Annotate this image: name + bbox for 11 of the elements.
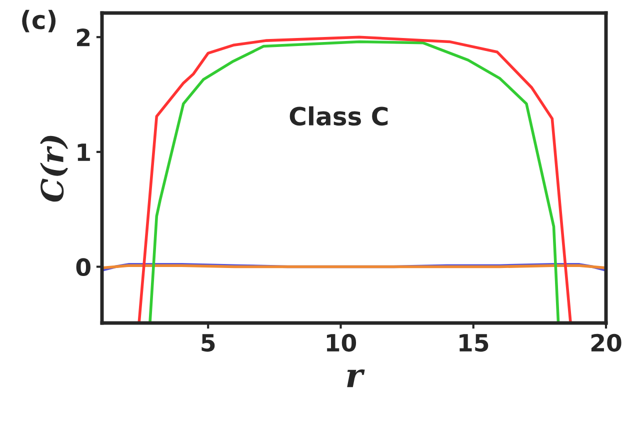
y-tick-label: 0 — [76, 258, 90, 276]
x-axis-title: r — [347, 369, 365, 388]
y-tick-label: 2 — [77, 28, 90, 46]
annotation: Class C — [290, 106, 388, 126]
y-axis-title: C(r) — [40, 136, 68, 202]
x-tick-label: 15 — [460, 334, 488, 352]
y-tick-label: 1 — [78, 144, 90, 161]
x-tick-label: 5 — [202, 334, 215, 352]
x-tick-label: 20 — [591, 334, 622, 352]
x-tick-label: 10 — [326, 334, 356, 352]
text: (c) — [22, 10, 56, 32]
